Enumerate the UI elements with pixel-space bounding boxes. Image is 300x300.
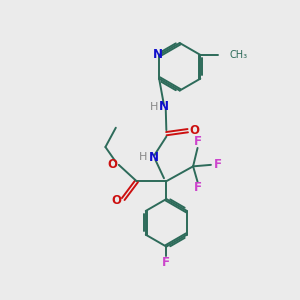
Text: F: F: [194, 181, 202, 194]
Text: F: F: [162, 256, 170, 268]
Text: O: O: [112, 194, 122, 207]
Text: O: O: [189, 124, 199, 137]
Text: N: N: [153, 48, 163, 61]
Text: O: O: [107, 158, 117, 171]
Text: F: F: [194, 136, 202, 148]
Text: N: N: [159, 100, 169, 113]
Text: H: H: [139, 152, 148, 162]
Text: CH₃: CH₃: [230, 50, 247, 60]
Text: H: H: [150, 102, 158, 112]
Text: F: F: [214, 158, 221, 171]
Text: N: N: [149, 151, 159, 164]
